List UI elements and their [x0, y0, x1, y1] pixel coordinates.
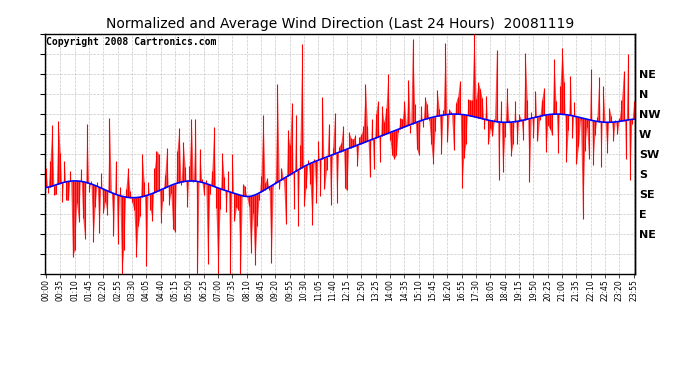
Text: Copyright 2008 Cartronics.com: Copyright 2008 Cartronics.com [46, 38, 217, 47]
Title: Normalized and Average Wind Direction (Last 24 Hours)  20081119: Normalized and Average Wind Direction (L… [106, 17, 574, 31]
